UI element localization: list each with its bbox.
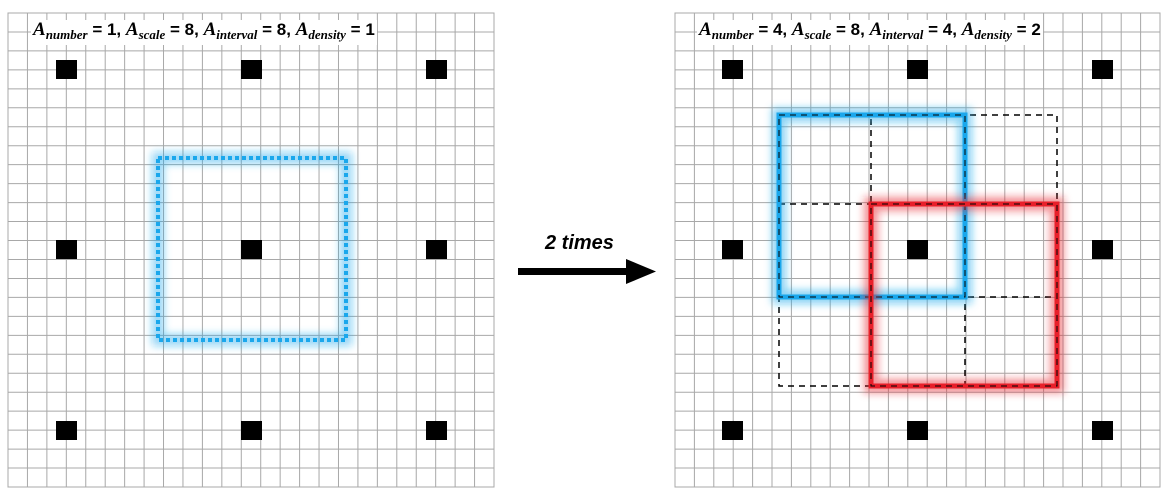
anchor-point <box>56 240 77 259</box>
left-panel-caption: Anumber = 1, Ascale = 8, Ainterval = 8, … <box>31 20 377 45</box>
anchor-box <box>156 156 348 342</box>
a-symbol: A <box>869 19 883 40</box>
anchor-point <box>1092 60 1113 79</box>
anchor-point <box>1092 421 1113 440</box>
anchor-point <box>56 60 77 79</box>
density-value: = 1 <box>345 20 375 39</box>
anchor-point <box>1092 240 1113 259</box>
interval-value: = 8, <box>257 20 296 39</box>
a-symbol: A <box>699 19 712 40</box>
anchor-point <box>426 421 447 440</box>
interval-subscript: interval <box>882 27 924 42</box>
a-symbol: A <box>791 19 805 40</box>
anchor-point <box>722 60 743 79</box>
density-value: = 2 <box>1011 20 1041 39</box>
scale-subscript: scale <box>138 27 166 42</box>
anchor-point <box>426 240 447 259</box>
a-symbol: A <box>33 19 46 40</box>
left-grid-panel <box>7 12 495 488</box>
scale-subscript: scale <box>804 27 832 42</box>
a-symbol: A <box>961 19 975 40</box>
anchor-point <box>426 60 447 79</box>
right-grid-panel <box>674 12 1161 488</box>
red-anchor-box-dash <box>870 203 1058 387</box>
interval-subscript: interval <box>216 27 258 42</box>
arrow-shaft <box>518 268 628 275</box>
density-subscript: density <box>308 27 346 42</box>
transition-arrow <box>518 259 656 284</box>
anchor-point <box>722 421 743 440</box>
density-subscript: density <box>974 27 1012 42</box>
anchor-point <box>241 240 262 259</box>
arrow-label: 2 times <box>545 232 614 254</box>
interval-value: = 4, <box>923 20 962 39</box>
anchor-point <box>907 60 928 79</box>
anchor-point <box>241 421 262 440</box>
scale-value: = 8, <box>165 20 204 39</box>
scale-value: = 8, <box>831 20 870 39</box>
number-value: = 1, <box>87 20 126 39</box>
arrow-head-icon <box>626 259 656 284</box>
left-anchor-box <box>152 152 352 346</box>
anchor-point <box>722 240 743 259</box>
anchor-point <box>907 240 928 259</box>
red-anchor-box-group <box>864 197 1064 393</box>
a-symbol: A <box>203 19 217 40</box>
number-subscript: number <box>711 27 754 42</box>
a-symbol: A <box>295 19 309 40</box>
right-anchor-points <box>722 60 1113 440</box>
anchor-point <box>241 60 262 79</box>
number-value: = 4, <box>753 20 792 39</box>
number-subscript: number <box>45 27 88 42</box>
anchor-point <box>56 421 77 440</box>
a-symbol: A <box>125 19 139 40</box>
anchor-point <box>907 421 928 440</box>
right-panel-caption: Anumber = 4, Ascale = 8, Ainterval = 4, … <box>697 20 1043 45</box>
left-anchor-points <box>56 60 447 440</box>
